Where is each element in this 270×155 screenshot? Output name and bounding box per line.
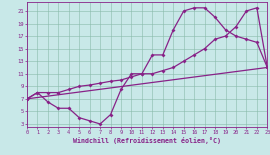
X-axis label: Windchill (Refroidissement éolien,°C): Windchill (Refroidissement éolien,°C) — [73, 137, 221, 144]
